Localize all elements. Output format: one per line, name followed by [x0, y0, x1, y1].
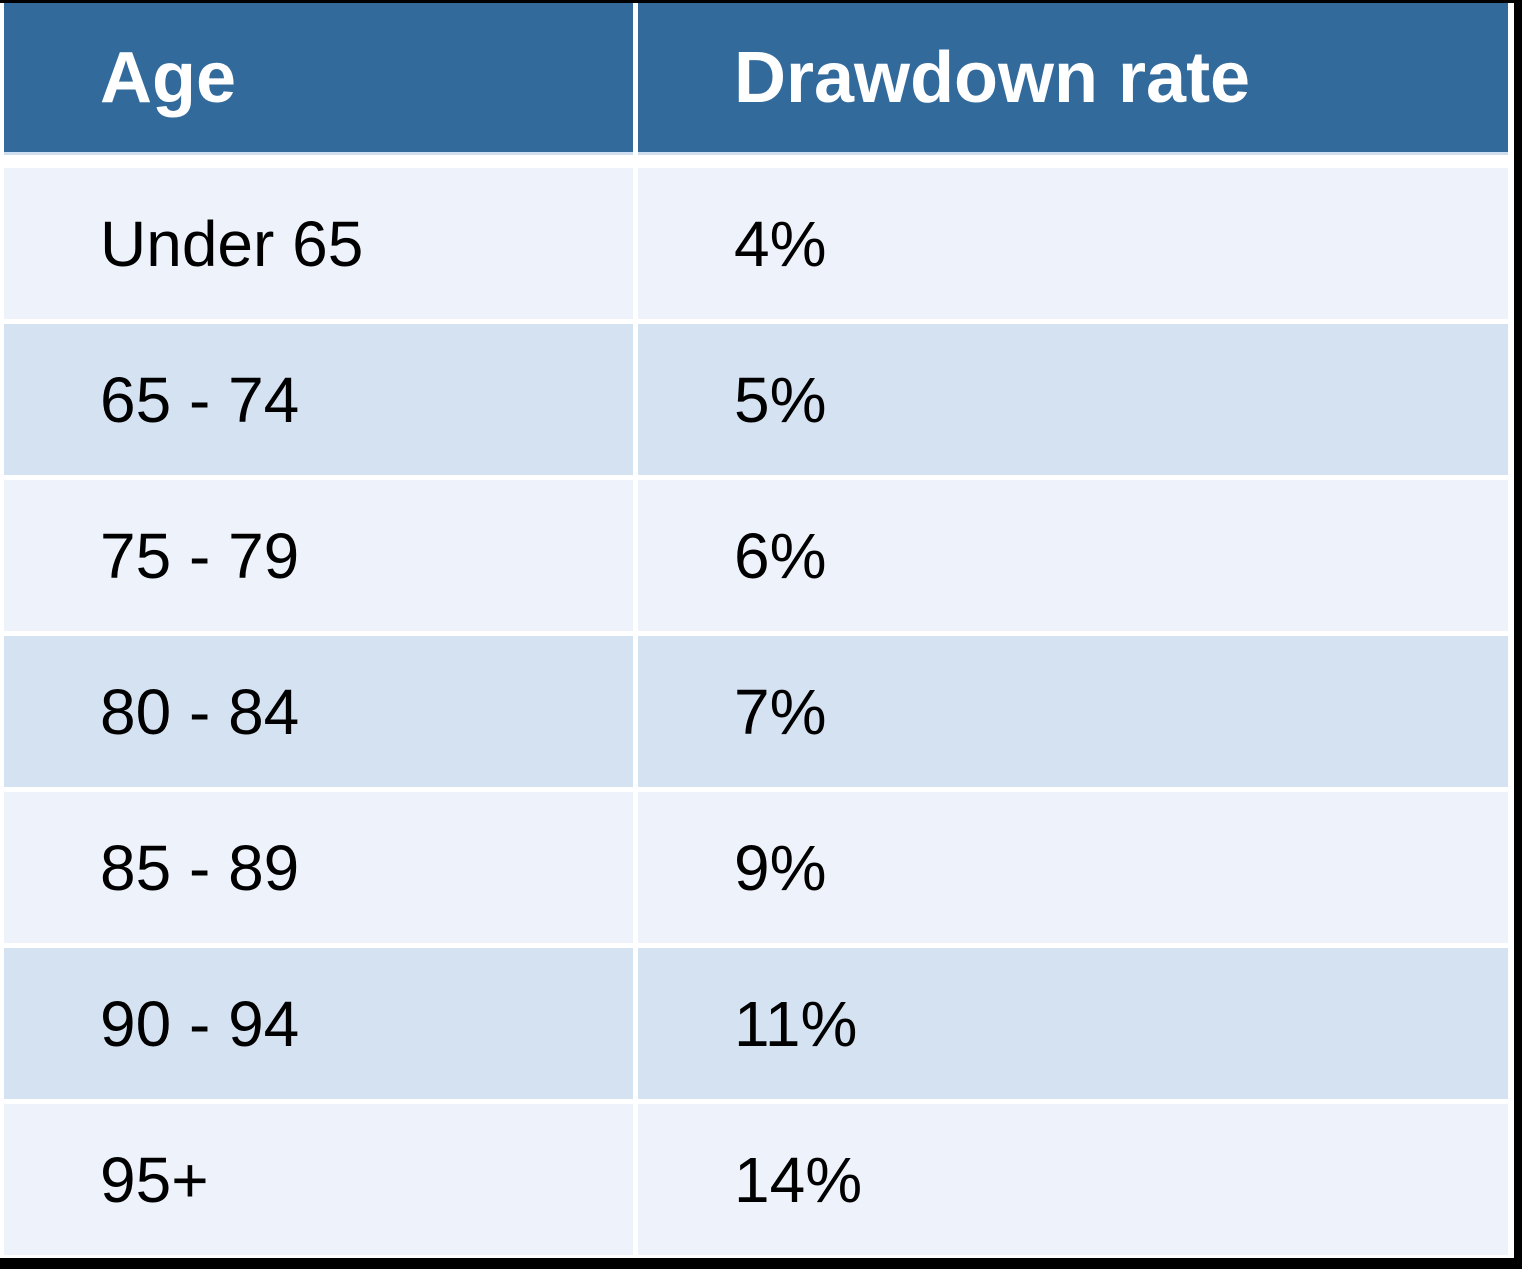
drawdown-rate-column-header: Drawdown rate	[638, 3, 1508, 155]
age-cell: 90 - 94	[4, 948, 633, 1099]
table-row: 95+ 14%	[4, 1104, 1508, 1255]
age-cell: 80 - 84	[4, 636, 633, 787]
rate-cell: 11%	[638, 948, 1508, 1099]
age-cell: 85 - 89	[4, 792, 633, 943]
rate-cell: 14%	[638, 1104, 1508, 1255]
rate-cell: 7%	[638, 636, 1508, 787]
rate-cell: 4%	[638, 168, 1508, 319]
age-cell: 65 - 74	[4, 324, 633, 475]
rate-cell: 6%	[638, 480, 1508, 631]
rate-cell: 9%	[638, 792, 1508, 943]
age-cell: 75 - 79	[4, 480, 633, 631]
table-row: 90 - 94 11%	[4, 948, 1508, 1099]
table-row: 85 - 89 9%	[4, 792, 1508, 943]
header-row: Age Drawdown rate	[4, 3, 1508, 155]
age-cell: Under 65	[4, 168, 633, 319]
age-cell: 95+	[4, 1104, 633, 1255]
table-row: Under 65 4%	[4, 168, 1508, 319]
table-row: 75 - 79 6%	[4, 480, 1508, 631]
table-row: 65 - 74 5%	[4, 324, 1508, 475]
drawdown-rate-table: Age Drawdown rate Under 65 4% 65 - 74 5%…	[4, 3, 1508, 1258]
table-row: 80 - 84 7%	[4, 636, 1508, 787]
age-column-header: Age	[4, 3, 633, 155]
rate-cell: 5%	[638, 324, 1508, 475]
